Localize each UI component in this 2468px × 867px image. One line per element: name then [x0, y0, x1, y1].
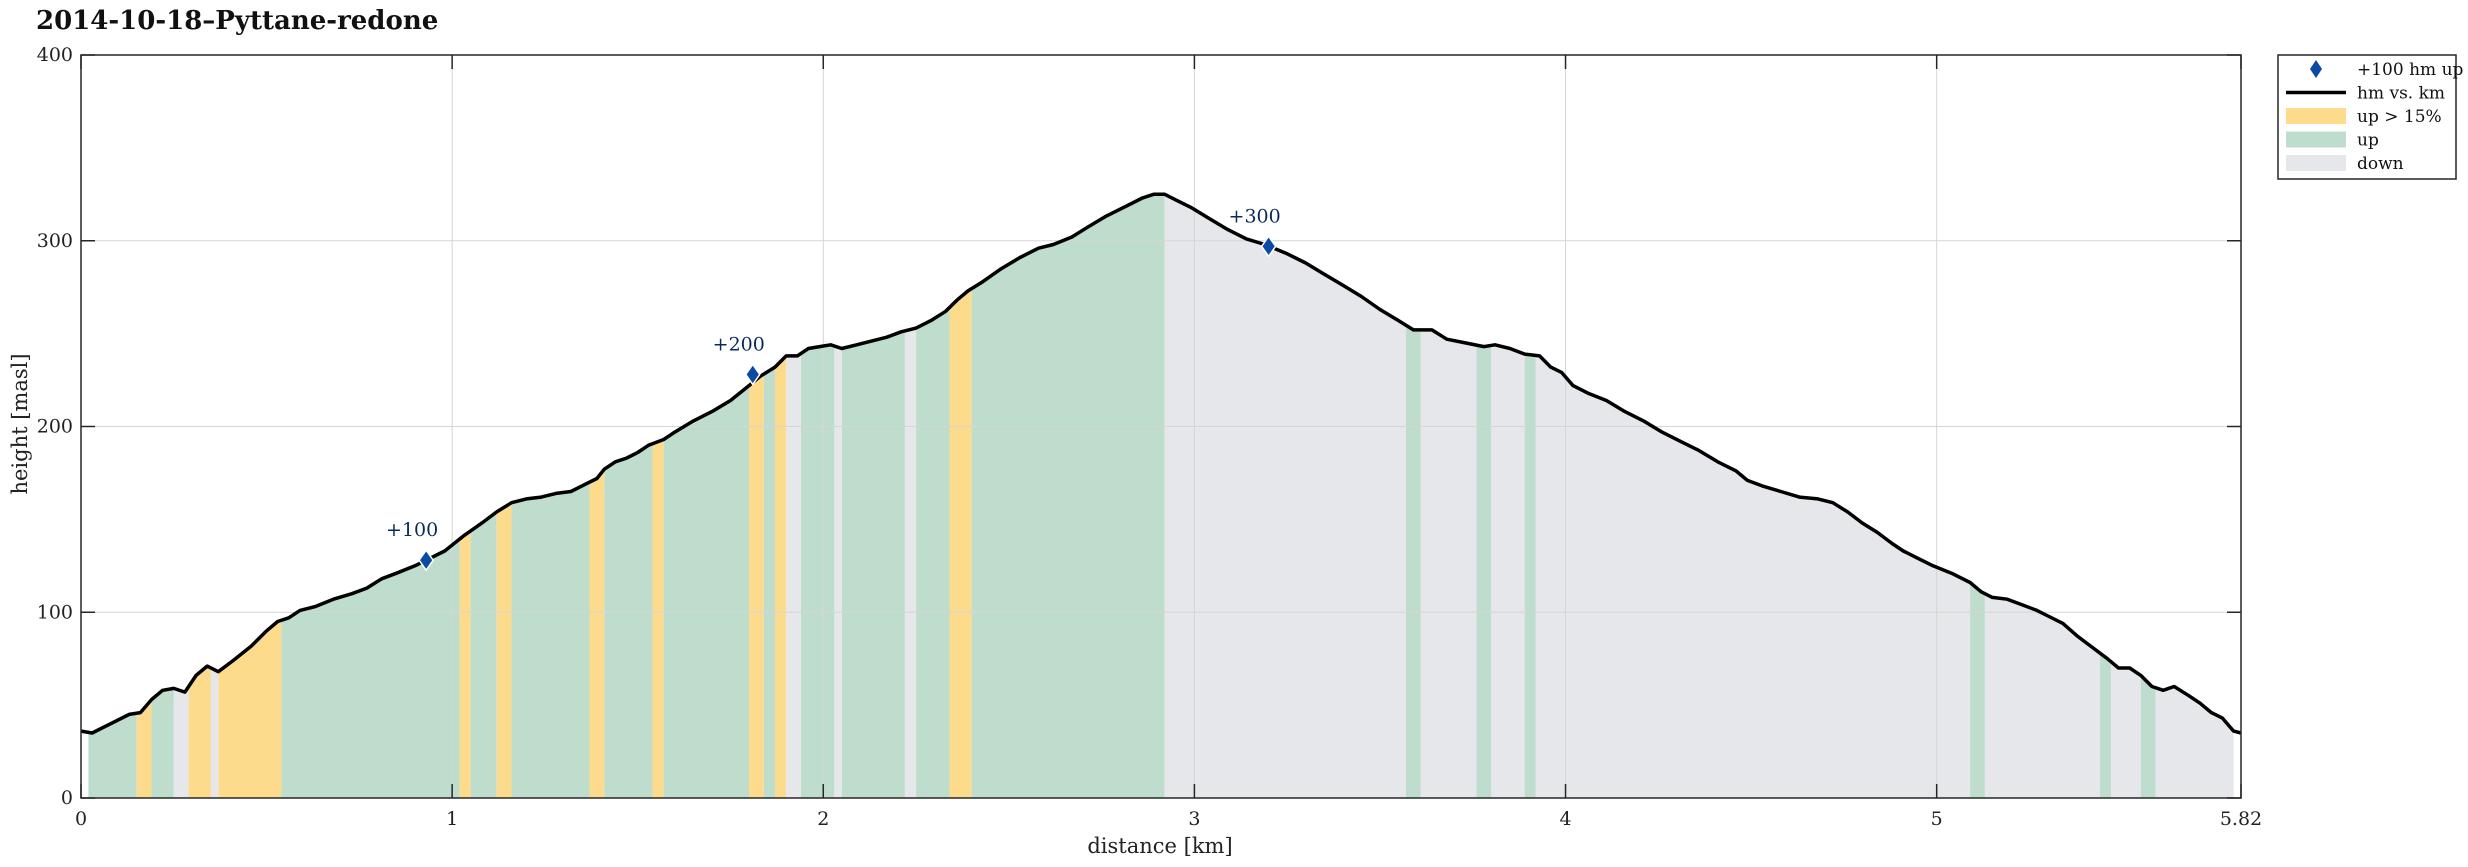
y-tick-label: 0: [61, 787, 73, 809]
segment-up: [151, 688, 174, 798]
segment-up: [1970, 582, 1985, 798]
x-tick-label: 0: [75, 808, 87, 830]
segment-up: [971, 194, 1165, 799]
x-tick-label: 5.82: [2220, 808, 2262, 830]
segment-up: [604, 443, 653, 798]
marker-group: +100 +200 +300: [386, 205, 1281, 572]
segment-areas: [88, 194, 2234, 799]
axes: 0 1 2 3 4 5 5.82 0 100 200 300 400: [37, 44, 2262, 830]
legend-label: hm vs. km: [2357, 84, 2445, 104]
segment-down: [1984, 593, 2100, 798]
hm-marker: [1260, 235, 1277, 258]
segment-steep-up: [136, 699, 152, 798]
x-tick-label: 3: [1188, 808, 1200, 830]
y-tick-label: 400: [37, 44, 73, 66]
legend: +100 hm up hm vs. km up > 15% up down: [2277, 54, 2464, 180]
x-tick-label: 2: [817, 808, 829, 830]
legend-label: +100 hm up: [2357, 60, 2464, 80]
segment-up: [801, 344, 835, 798]
segment-up: [1405, 325, 1421, 798]
x-tick-label: 5: [1931, 808, 1943, 830]
legend-label: up > 15%: [2357, 107, 2442, 127]
grid-lines: [81, 55, 2241, 798]
segment-steep-up: [589, 469, 605, 798]
legend-patch-down: [2286, 155, 2346, 171]
segment-down: [1164, 194, 1406, 799]
segment-up: [663, 385, 749, 798]
segment-up: [88, 713, 137, 798]
segment-up: [281, 539, 460, 798]
segment-down: [210, 668, 219, 798]
segment-steep-up: [749, 374, 764, 798]
segment-up: [916, 307, 950, 798]
segment-up: [470, 511, 497, 798]
x-tick-label: 1: [446, 808, 458, 830]
segment-up: [2140, 675, 2156, 798]
segment-steep-up: [496, 502, 512, 798]
hm-marker: [744, 363, 761, 386]
y-axis-label: height [masl]: [8, 353, 32, 494]
y-tick-label: 200: [37, 416, 73, 438]
hm-marker-label: +300: [1229, 205, 1281, 227]
segment-down: [2111, 661, 2141, 798]
segment-steep-up: [188, 666, 211, 798]
legend-label: down: [2357, 154, 2404, 174]
legend-patch-up: [2286, 131, 2346, 148]
hm-marker: [418, 548, 435, 572]
segment-down: [1535, 355, 1971, 798]
segment-steep-up: [218, 620, 282, 798]
hm-marker-label: +200: [713, 333, 765, 355]
legend-label: up: [2357, 131, 2379, 151]
segment-up: [1524, 354, 1536, 798]
segment-up: [841, 330, 905, 798]
segment-down: [786, 353, 801, 798]
legend-patch-up: [2286, 108, 2346, 124]
segment-up: [511, 482, 590, 798]
x-axis-label: distance [km]: [1087, 834, 1232, 858]
chart-title: 2014-10-18–Pyttane-redone: [36, 6, 438, 36]
segment-down: [904, 328, 917, 798]
segment-steep-up: [652, 439, 664, 798]
segment-steep-up: [949, 288, 972, 798]
segment-steep-up: [775, 355, 787, 798]
segment-down: [2155, 686, 2234, 798]
segment-steep-up: [459, 530, 471, 798]
segment-down: [1420, 329, 1477, 798]
x-tick-label: 4: [1559, 808, 1571, 830]
segment-down: [1491, 344, 1525, 798]
segment-up: [1476, 345, 1492, 798]
segment-down: [173, 686, 189, 798]
segment-up: [2100, 653, 2112, 798]
hm-marker-label: +100: [386, 519, 438, 541]
segment-down: [834, 346, 842, 798]
segment-up: [763, 367, 775, 798]
legend-marker-symbol: [2310, 60, 2322, 78]
y-tick-label: 100: [37, 601, 73, 623]
y-tick-label: 300: [37, 230, 73, 252]
